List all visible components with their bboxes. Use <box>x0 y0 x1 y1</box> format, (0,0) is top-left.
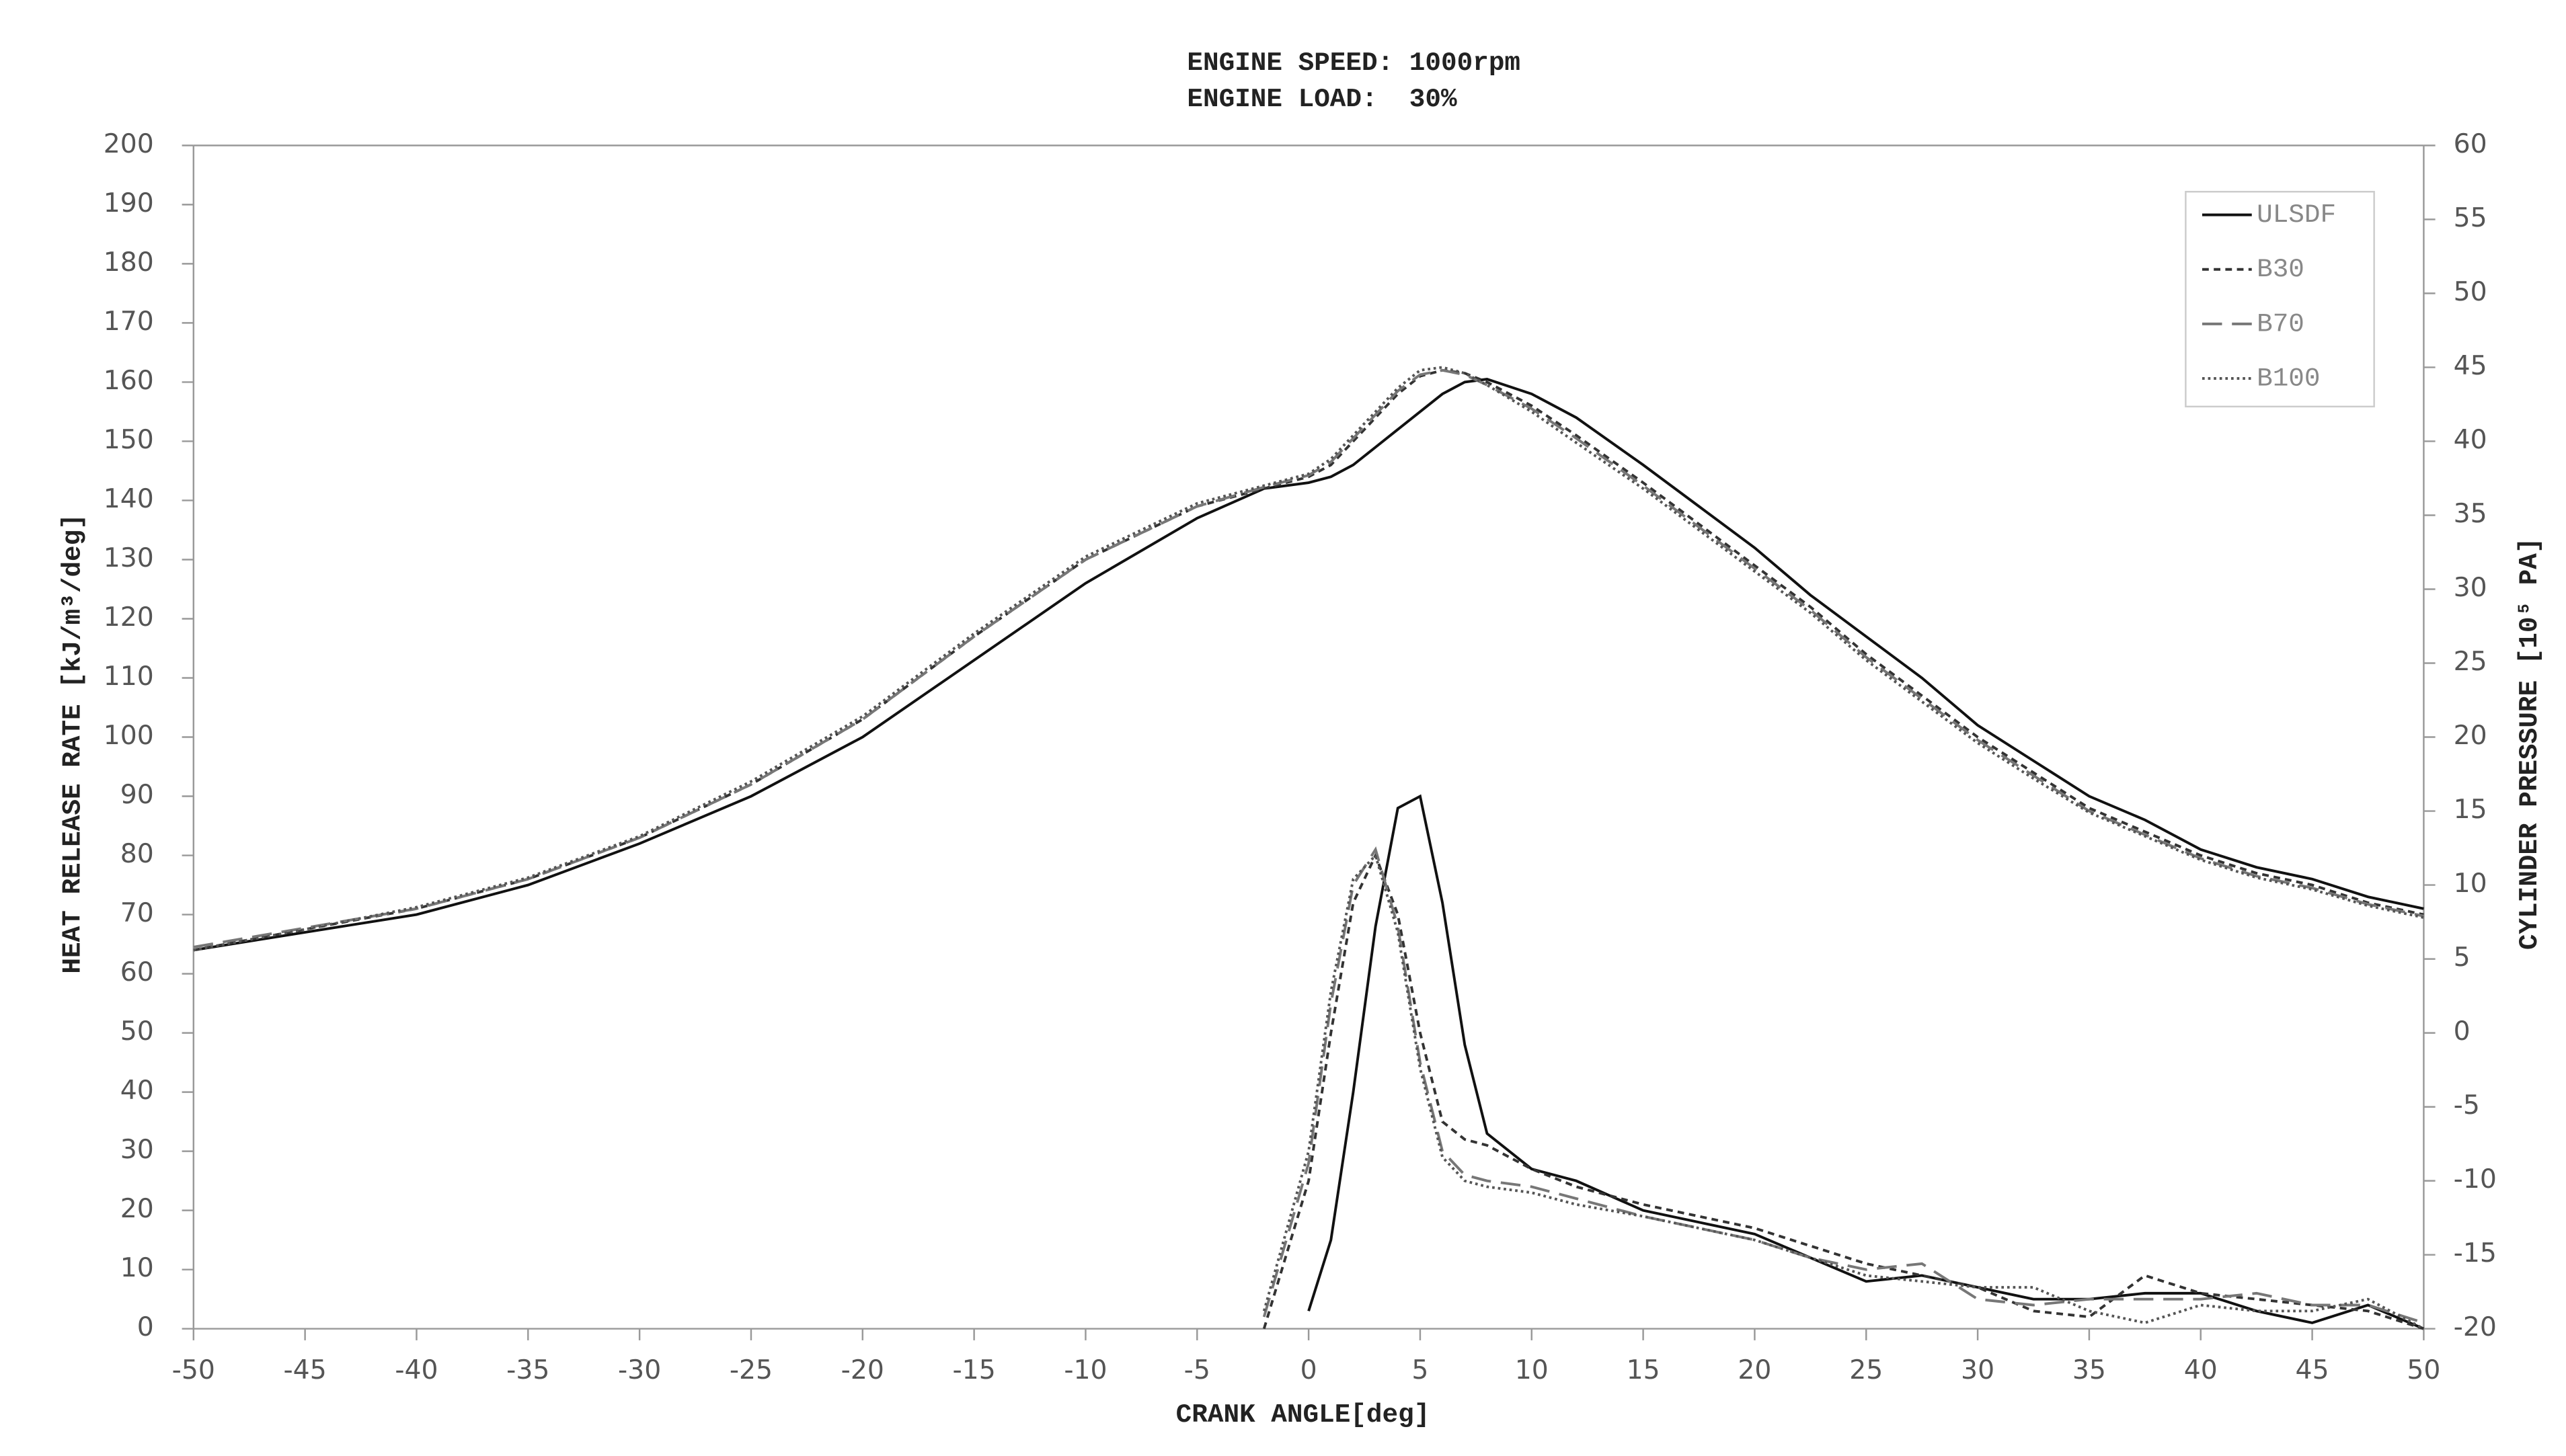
x-tick-label: -50 <box>172 1354 215 1385</box>
chart-subtitle: ENGINE LOAD: 30% <box>1187 84 1457 114</box>
x-tick-label: -15 <box>952 1354 995 1385</box>
x-tick-label: 20 <box>1738 1354 1771 1385</box>
x-tick-label: 35 <box>2072 1354 2106 1385</box>
y-tick-label: 40 <box>120 1075 154 1106</box>
y2-tick-label: 35 <box>2454 498 2487 529</box>
x-tick-label: -10 <box>1064 1354 1107 1385</box>
pressure-line <box>193 368 2424 948</box>
y2-tick-label: 10 <box>2454 868 2487 899</box>
y2-tick-label: 0 <box>2454 1016 2471 1047</box>
y-tick-label: 80 <box>120 838 154 869</box>
y-tick-label: 50 <box>120 1016 154 1047</box>
y-tick-label: 20 <box>120 1193 154 1224</box>
y2-tick-label: 15 <box>2454 794 2487 825</box>
x-tick-label: 5 <box>1411 1354 1428 1385</box>
y-tick-label: 70 <box>120 897 154 928</box>
y2-tick-label: 60 <box>2454 128 2487 159</box>
y-tick-label: 130 <box>104 542 154 573</box>
y2-tick-label: 5 <box>2454 942 2471 973</box>
y2-tick-label: 40 <box>2454 424 2487 455</box>
y2-tick-label: -15 <box>2454 1238 2497 1268</box>
y-tick-label: 90 <box>120 779 154 810</box>
y2-tick-label: 45 <box>2454 350 2487 381</box>
y2-tick-label: 20 <box>2454 720 2487 751</box>
y2-tick-label: 50 <box>2454 276 2487 307</box>
x-tick-label: 30 <box>1961 1354 1994 1385</box>
y-tick-label: 0 <box>137 1311 154 1342</box>
y-tick-label: 120 <box>104 602 154 633</box>
y-axis-label: HEAT RELEASE RATE [kJ/m³/deg] <box>58 514 88 973</box>
legend-label: ULSDF <box>2257 200 2336 230</box>
x-tick-label: -20 <box>841 1354 884 1385</box>
y-tick-label: 60 <box>120 957 154 987</box>
chart-title: ENGINE SPEED: 1000rpm <box>1187 48 1520 78</box>
y2-tick-label: -10 <box>2454 1164 2497 1195</box>
y-tick-label: 30 <box>120 1134 154 1165</box>
x-tick-label: -40 <box>395 1354 438 1385</box>
y2-tick-label: 30 <box>2454 572 2487 603</box>
x-tick-label: 50 <box>2407 1354 2440 1385</box>
legend-label: B100 <box>2257 363 2320 393</box>
y-tick-label: 170 <box>104 306 154 337</box>
y-tick-label: 180 <box>104 247 154 278</box>
y2-tick-label: 25 <box>2454 646 2487 677</box>
legend-label: B70 <box>2257 309 2304 339</box>
x-tick-label: 15 <box>1627 1354 1660 1385</box>
x-tick-label: -30 <box>618 1354 661 1385</box>
y-tick-label: 200 <box>104 128 154 159</box>
legend-label: B30 <box>2257 254 2304 284</box>
x-tick-label: -35 <box>506 1354 549 1385</box>
y-tick-label: 10 <box>120 1252 154 1283</box>
pressure-line <box>193 378 2424 952</box>
y-tick-label: 140 <box>104 483 154 514</box>
legend-box <box>2185 190 2375 408</box>
y-tick-label: 100 <box>104 720 154 751</box>
y-tick-label: 160 <box>104 365 154 396</box>
y2-tick-label: -5 <box>2454 1090 2480 1121</box>
pressure-line <box>193 368 2424 952</box>
x-tick-label: 0 <box>1300 1354 1317 1385</box>
y-tick-label: 190 <box>104 188 154 218</box>
x-tick-label: -45 <box>284 1354 327 1385</box>
x-tick-label: 10 <box>1515 1354 1549 1385</box>
x-tick-label: 25 <box>1849 1354 1883 1385</box>
x-tick-label: 45 <box>2296 1354 2329 1385</box>
y2-tick-label: -20 <box>2454 1311 2497 1342</box>
x-tick-label: -5 <box>1184 1354 1210 1385</box>
hrr-line <box>1262 846 2425 1324</box>
y-tick-label: 150 <box>104 424 154 455</box>
hrr-line <box>1307 794 2425 1330</box>
y-tick-label: 110 <box>104 661 154 692</box>
x-axis-label: CRANK ANGLE[deg] <box>1176 1400 1430 1430</box>
y2-tick-label: 55 <box>2454 202 2487 233</box>
x-tick-label: -25 <box>730 1354 773 1385</box>
x-tick-label: 40 <box>2184 1354 2218 1385</box>
y2-axis-label: CYLINDER PRESSURE [10⁵ PA] <box>2514 538 2544 951</box>
